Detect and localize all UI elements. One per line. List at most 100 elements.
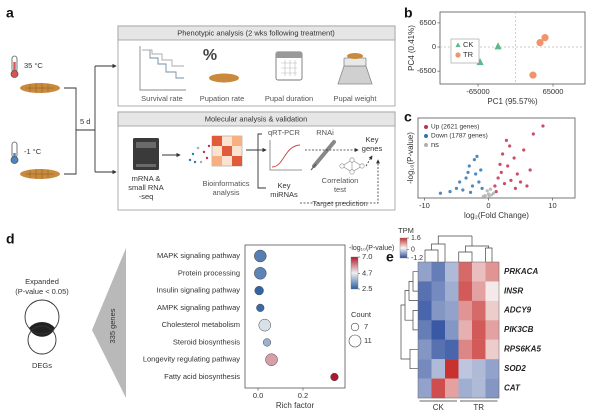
heatmap-cell: [431, 378, 446, 399]
sequencer-icon: [133, 138, 159, 170]
heatmap-cell: [418, 262, 432, 282]
point: [466, 170, 470, 174]
heatmap-cell: [472, 300, 486, 321]
heatmap-cell: [445, 281, 459, 302]
network-icon: [339, 157, 365, 175]
x-tick-label: 0.2: [298, 391, 308, 400]
box-header: [117, 111, 396, 127]
point: [508, 144, 512, 148]
thermometer: [10, 141, 19, 164]
point: [536, 38, 544, 47]
label: test: [334, 185, 347, 194]
heatmap-cell: [458, 300, 473, 321]
category-label: MAPK signaling pathway: [157, 251, 240, 260]
heatmap-cell: [472, 359, 486, 379]
panel-label: d: [6, 231, 15, 247]
y-axis-label: PC4 (0.41%): [407, 25, 416, 71]
colorbar-tick-label: 2.5: [362, 284, 372, 293]
heatmap-cell: [418, 339, 432, 360]
colorbar-tick-label: -1.2: [411, 255, 423, 262]
category-label: Protein processing: [178, 268, 240, 277]
point: [522, 148, 526, 152]
legend-label: Up (2621 genes): [431, 124, 479, 131]
item-label: Survival rate: [141, 94, 183, 103]
label: small RNA: [128, 183, 163, 192]
x-tick-label: -10: [419, 201, 430, 210]
size-legend-swatch: [348, 334, 362, 348]
heatmap-cell: [472, 320, 486, 340]
connector: [246, 133, 266, 189]
point: [438, 191, 443, 195]
point: [472, 158, 476, 162]
row-label: ADCY9: [503, 306, 532, 315]
heatmap-cell: [445, 300, 459, 321]
point: [509, 178, 513, 182]
row-dendrogram: [400, 271, 418, 370]
x-axis-label: log₂(Fold Change): [464, 211, 529, 220]
row-label: INSR: [504, 286, 523, 295]
calendar-icon: [275, 51, 303, 81]
point: [492, 191, 496, 195]
heatmap-cell: [485, 359, 500, 379]
heatmap-cell: [431, 300, 446, 321]
larva: [209, 73, 239, 83]
colorbar-tick-label: 0: [411, 246, 415, 253]
heatmap-cell: [458, 339, 473, 360]
legend-swatch: [455, 52, 461, 58]
item-label: Pupation rate: [200, 94, 245, 103]
dot: [262, 338, 272, 347]
label: Target prediction: [312, 199, 367, 208]
point: [504, 138, 509, 142]
dot: [254, 267, 267, 280]
point: [531, 132, 535, 136]
duration: 5 d: [80, 117, 90, 126]
row-label: PRKACA: [504, 267, 538, 276]
point: [506, 164, 510, 168]
arrow: [300, 159, 380, 204]
heatmap-cell: [431, 320, 446, 340]
dot: [265, 353, 278, 366]
box-header: [117, 25, 396, 41]
legend-frame: [450, 38, 480, 64]
dot: [254, 285, 264, 296]
point: [475, 154, 479, 158]
box-title: Molecular analysis & validation: [205, 114, 308, 123]
label: qRT-PCR: [268, 128, 301, 137]
heatmap-cell: [458, 359, 473, 379]
point: [485, 189, 489, 193]
heatmap-cell: [431, 281, 446, 302]
colorbar-tick-label: 1.6: [411, 235, 421, 242]
label: Bioinformatics: [202, 179, 249, 188]
x-tick-label: 0.0: [253, 391, 263, 400]
label: Key: [278, 181, 291, 190]
x-axis-label: Rich factor: [276, 401, 315, 410]
heatmap-cell: [458, 262, 473, 282]
legend-label: TR: [463, 50, 474, 59]
x-tick-label: 65000: [543, 87, 564, 96]
y-axis-label: -log₁₀(P-value): [406, 132, 415, 184]
point: [499, 170, 503, 174]
x-tick-label: -65000: [466, 87, 489, 96]
heatmap-cell: [445, 339, 459, 360]
venn-label: DEGs: [32, 361, 52, 370]
item-label: Pupal weight: [334, 94, 378, 103]
heatmap-cell: [418, 320, 432, 340]
heatmap-cell: [431, 262, 446, 282]
x-tick-label: 10: [548, 201, 556, 210]
category-label: Longevity regulating pathway: [143, 355, 240, 364]
heatmap-cell: [485, 339, 500, 360]
category-label: Steroid biosynthesis: [173, 337, 240, 346]
point: [480, 186, 484, 190]
heatmap-cell: [431, 359, 446, 379]
point: [464, 176, 468, 180]
size-legend-label: 11: [364, 336, 372, 345]
point: [487, 194, 491, 198]
arrow: [365, 155, 373, 167]
label: genes: [362, 144, 383, 153]
colorbar-tick-label: 4.7: [362, 268, 372, 277]
y-tick-label: 0: [432, 42, 436, 51]
heatmap-cell: [458, 320, 473, 340]
larva: [20, 83, 60, 93]
panel-label: b: [404, 5, 413, 21]
